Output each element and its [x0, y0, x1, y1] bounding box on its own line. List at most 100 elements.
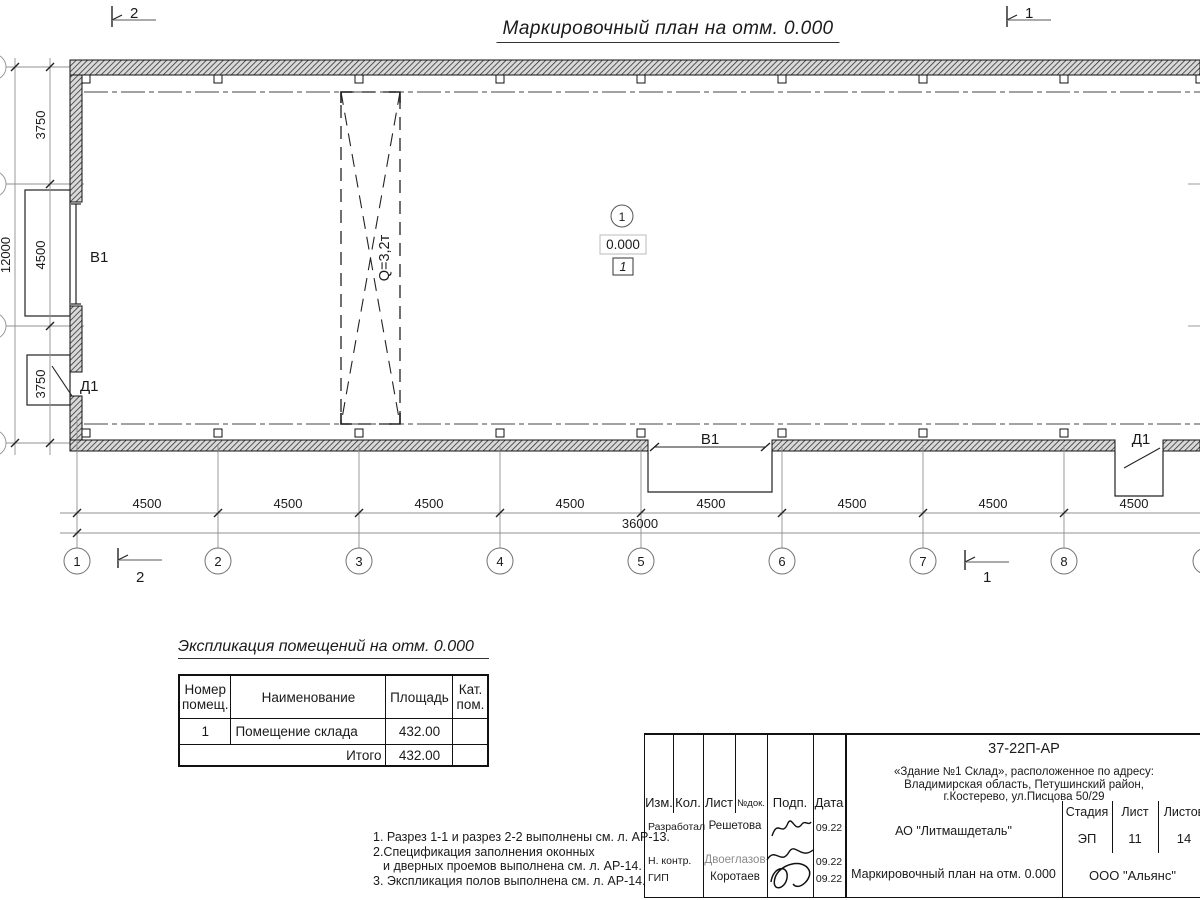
dim-text: 3750 [33, 111, 48, 140]
dim-text: 4500 [556, 496, 585, 511]
grid-line [673, 734, 674, 813]
section-label: 2 [130, 5, 138, 22]
room-cat [452, 718, 489, 745]
total-label: Итого [178, 744, 387, 767]
axis-number: 8 [1060, 554, 1067, 569]
bottom-dimension-ticks [72, 508, 1069, 538]
grid-line [735, 734, 736, 813]
grid-line [767, 734, 768, 897]
role-name: Решетова [708, 820, 762, 832]
walls [69, 59, 1200, 452]
sheet-title: Маркировочный план на отм. 0.000 [851, 867, 1056, 881]
sheet-value: 11 [1128, 831, 1142, 846]
note-line: 3. Экспликация полов выполнена см. л. АР… [373, 873, 646, 888]
window-v1-left [71, 203, 81, 305]
title-block: Изм. Кол. Лист №док. Подп. Дата Разработ… [644, 733, 1200, 898]
axis-number: 4 [496, 554, 503, 569]
col-data: Дата [814, 795, 844, 810]
platforms [24, 189, 1164, 497]
table-total-row: Итого 432.00 [178, 744, 489, 767]
svg-text:0.000: 0.000 [606, 237, 640, 252]
customer-org: АО "Литмашдеталь" [895, 824, 1012, 838]
note-line: 1. Разрез 1-1 и разрез 2-2 выполнены см.… [373, 830, 670, 844]
dim-text: 12000 [0, 237, 13, 273]
gate-label: В1 [701, 431, 719, 448]
axis-number: 2 [214, 554, 221, 569]
col-name: Наименование [230, 674, 387, 719]
dim-text: 4500 [838, 496, 867, 511]
section-label: 1 [1025, 5, 1033, 22]
elevation-marker: 1 0.000 1 [599, 204, 647, 276]
col-podp: Подп. [772, 795, 808, 810]
door-label: Д1 [1132, 431, 1151, 448]
role-name: Коротаев [710, 871, 760, 883]
role-label: Разработал [648, 821, 706, 833]
total-area: 432.00 [385, 744, 454, 767]
explication-title: Экспликация помещений на отм. 0.000 [178, 638, 490, 659]
gate-v1-opening [649, 442, 771, 452]
dim-text: 4500 [33, 241, 48, 270]
dim-text: 4500 [697, 496, 726, 511]
col-list: Лист [704, 795, 734, 810]
floor-plan: 2 1 [0, 5, 1200, 586]
col-number: Номер помещ. [178, 674, 232, 719]
row-axes [0, 55, 1200, 455]
role-name: Двоеглазов [704, 854, 766, 866]
grid-line [845, 734, 1200, 735]
window-label: В1 [90, 249, 108, 266]
sheets-label: Листов [1163, 805, 1200, 819]
note-line: 2.Спецификация заполнения оконных [373, 844, 595, 859]
dim-text: 4500 [133, 496, 162, 511]
axis-number: 6 [778, 554, 785, 569]
role-date: 09.22 [815, 822, 843, 834]
left-dimensions [14, 58, 51, 455]
dim-text: 4500 [979, 496, 1008, 511]
svg-text:1: 1 [619, 210, 626, 224]
room-explication: Экспликация помещений на отм. 0.000 Номе… [178, 638, 490, 767]
note-line: и дверных проемов выполнена см. л. АР-14… [383, 859, 642, 873]
grid-line [1158, 801, 1159, 853]
axis-number: 1 [73, 554, 80, 569]
role-date: 09.22 [815, 873, 843, 885]
axis-number: 5 [637, 554, 644, 569]
dim-total-text: 36000 [622, 516, 658, 531]
sheet-label: Лист [1121, 805, 1149, 819]
design-company: ООО "Альянс" [1089, 868, 1176, 883]
svg-text:1: 1 [620, 260, 627, 274]
signature [771, 820, 812, 837]
door-d1-left-leaf [51, 365, 73, 397]
door-label: Д1 [80, 378, 99, 395]
section-marker-2-bottom [117, 548, 162, 568]
grid-line [1062, 734, 1200, 735]
col-kol: Кол. [675, 795, 701, 810]
crane-rail-lines [84, 91, 1200, 425]
crane-zone [340, 91, 401, 425]
pilasters [81, 74, 1200, 438]
stage-value: ЭП [1077, 831, 1097, 846]
room-name: Помещение склада [230, 718, 387, 745]
role-date: 09.22 [815, 856, 843, 868]
notes-block: 1. Разрез 1-1 и разрез 2-2 выполнены см.… [373, 830, 670, 888]
section-label: 1 [983, 569, 991, 586]
table-row: 1 Помещение склада 432.00 [178, 718, 489, 745]
dim-text: 4500 [1120, 496, 1149, 511]
room-area: 432.00 [385, 718, 454, 745]
grid-line [1112, 801, 1113, 853]
col-cat: Кат. пом. [452, 674, 489, 719]
axis-bubbles [63, 547, 1200, 575]
explication-table: Номер помещ. Наименование Площадь Кат. п… [178, 674, 490, 767]
doc-number: 37-22П-АР [988, 741, 1060, 757]
grid-line [813, 734, 814, 897]
column-axes [76, 415, 1065, 548]
dim-text: 4500 [274, 496, 303, 511]
signature [766, 848, 814, 889]
axis-number: 7 [919, 554, 926, 569]
section-marker-1-bottom [964, 550, 1009, 570]
grid-line [645, 734, 845, 735]
bottom-dimensions [60, 512, 1200, 534]
col-izm: Изм. [645, 795, 673, 810]
grid-line [703, 734, 704, 897]
role-label: Н. контр. [648, 855, 692, 867]
table-header-row: Номер помещ. Наименование Площадь Кат. п… [178, 674, 489, 719]
grid-line [1062, 801, 1063, 897]
